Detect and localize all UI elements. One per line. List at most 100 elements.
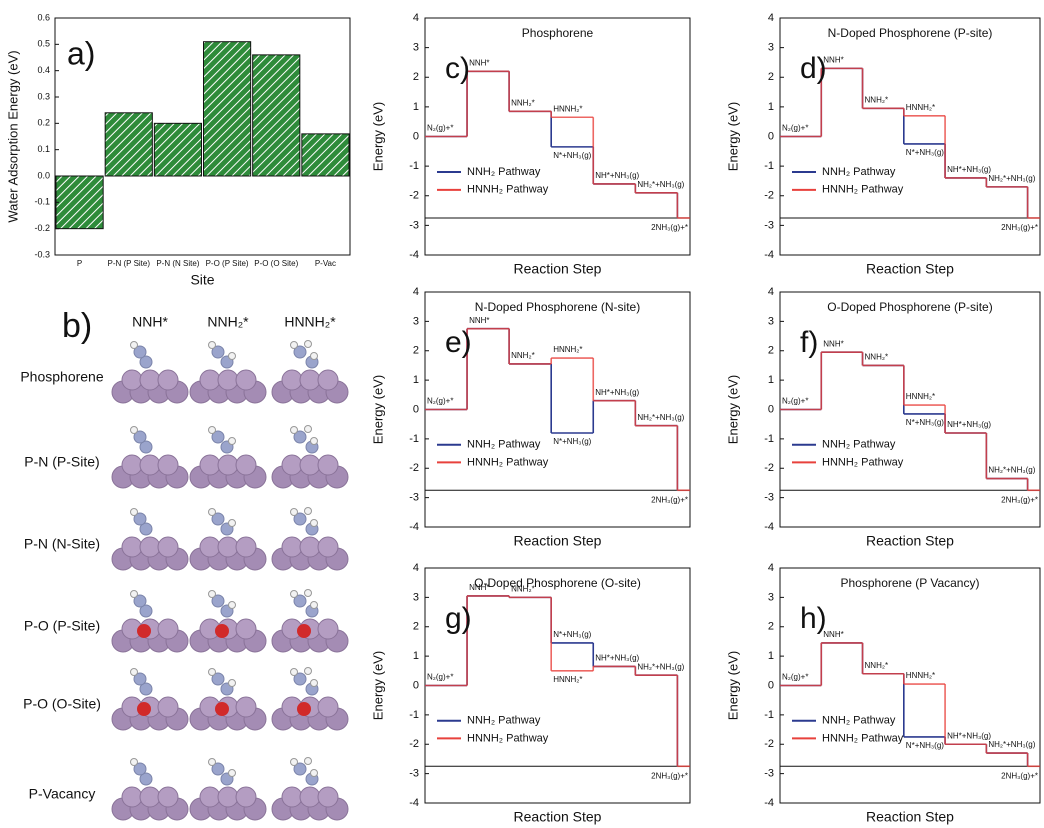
h-atom (228, 679, 236, 687)
x-tick-label: P-N (P Site) (107, 259, 150, 268)
x-tick-label: P-O (O Site) (254, 259, 298, 268)
p-atom (217, 369, 239, 391)
n-atom (133, 762, 147, 776)
n-atom (211, 762, 225, 776)
level-label: 2NH₃(g)+* (1001, 495, 1038, 504)
bar (252, 54, 301, 177)
p-atom (235, 618, 257, 640)
y-tick-label: 0 (413, 403, 419, 415)
chart-title: N-Doped Phosphorene (N-site) (475, 300, 640, 314)
level-label: N₂(g)+* (427, 124, 453, 133)
level-label: NH₂*+NH₃(g) (637, 662, 684, 671)
o-atom (215, 624, 229, 638)
y-tick-label: -2 (409, 738, 419, 750)
level-label: HNNH₂* (906, 103, 935, 112)
y-tick-label: -4 (409, 521, 419, 533)
panel-label: a) (67, 35, 95, 71)
h-atom (130, 758, 138, 766)
level-label: HNNH₂* (553, 345, 582, 354)
y-tick-label: 2 (413, 71, 419, 83)
legend-label: NNH₂ Pathway (467, 439, 541, 451)
n-atom (133, 430, 147, 444)
y-axis-label: Energy (eV) (370, 375, 385, 444)
x-axis-label: Reaction Step (514, 261, 602, 277)
y-tick-label: -4 (764, 797, 774, 809)
level-label: N*+NH₃(g) (906, 148, 944, 157)
bar (301, 133, 350, 177)
h-atom (130, 668, 138, 676)
n-atom (139, 355, 153, 369)
p-atom (235, 454, 257, 476)
level-label: NNH* (823, 630, 843, 639)
y-axis-label: Energy (eV) (725, 651, 740, 720)
chart-title: O-Doped Phosphorene (O-site) (474, 576, 641, 590)
y-tick-label: -0.3 (34, 249, 50, 259)
column-header: NNH* (132, 314, 168, 330)
y-tick-label: 0.0 (37, 170, 50, 180)
y-axis-label: Water Adsorption Energy (eV) (5, 50, 20, 222)
level-label: NNH₂* (511, 351, 535, 360)
y-tick-label: 4 (413, 286, 419, 298)
y-tick-label: 2 (413, 621, 419, 633)
legend-label: HNNH₂ Pathway (822, 732, 904, 744)
y-tick-label: -3 (764, 492, 774, 504)
h-atom (304, 340, 312, 348)
n-atom (133, 512, 147, 526)
column-header: HNNH₂* (284, 314, 336, 330)
level-label: NH₂*+NH₃(g) (637, 413, 684, 422)
panel-label: c) (445, 52, 470, 85)
level-label: HNNH₂* (553, 104, 582, 113)
level-label: NNH* (469, 583, 489, 592)
h-atom (290, 668, 298, 676)
y-tick-label: 2 (768, 345, 774, 357)
bar (55, 175, 104, 230)
level-label: NNH₂* (865, 95, 889, 104)
p-atom (121, 786, 143, 808)
n-atom (139, 440, 153, 454)
panel-label: g) (445, 602, 472, 635)
y-tick-label: -2 (409, 462, 419, 474)
level-label: HNNH₂* (906, 671, 935, 680)
n-atom (293, 345, 307, 359)
h-atom (130, 590, 138, 598)
level-label: 2NH₃(g)+* (651, 495, 688, 504)
h-atom (208, 758, 216, 766)
p-atom (157, 786, 179, 808)
x-tick-label: P-Vac (315, 259, 336, 268)
y-tick-label: -0.2 (34, 223, 50, 233)
row-label: P-N (N-Site) (24, 536, 100, 552)
p-atom (317, 454, 339, 476)
level-label: N₂(g)+* (427, 673, 453, 682)
p-atom (139, 454, 161, 476)
y-tick-label: -3 (409, 492, 419, 504)
level-label: NNH₂* (511, 98, 535, 107)
h-atom (304, 757, 312, 765)
h-atom (290, 341, 298, 349)
y-tick-label: -3 (764, 768, 774, 780)
p-atom (139, 786, 161, 808)
h-atom (228, 601, 236, 609)
y-axis-label: Energy (eV) (370, 102, 385, 171)
x-tick-label: P (77, 259, 82, 268)
row-label: Phosphorene (20, 369, 104, 385)
legend-label: NNH₂ Pathway (822, 166, 896, 178)
y-tick-label: 1 (768, 650, 774, 662)
level-label: NH₂*+NH₃(g) (988, 174, 1035, 183)
p-atom (317, 696, 339, 718)
p-atom (281, 454, 303, 476)
y-tick-label: 4 (768, 12, 774, 24)
bar (153, 122, 202, 177)
p-atom (157, 536, 179, 558)
level-label: NH*+NH₃(g) (947, 420, 991, 429)
level-label: N₂(g)+* (782, 397, 808, 406)
row-label: P-O (O-Site) (23, 696, 101, 712)
o-atom (137, 624, 151, 638)
panel-label: f) (800, 326, 818, 359)
level-label: HNNH₂* (553, 675, 582, 684)
n-atom (293, 594, 307, 608)
chart-title: O-Doped Phosphorene (P-site) (827, 300, 992, 314)
level-label: N*+NH₃(g) (906, 741, 944, 750)
x-axis-label: Reaction Step (866, 809, 954, 825)
panel-label: b) (62, 307, 92, 345)
